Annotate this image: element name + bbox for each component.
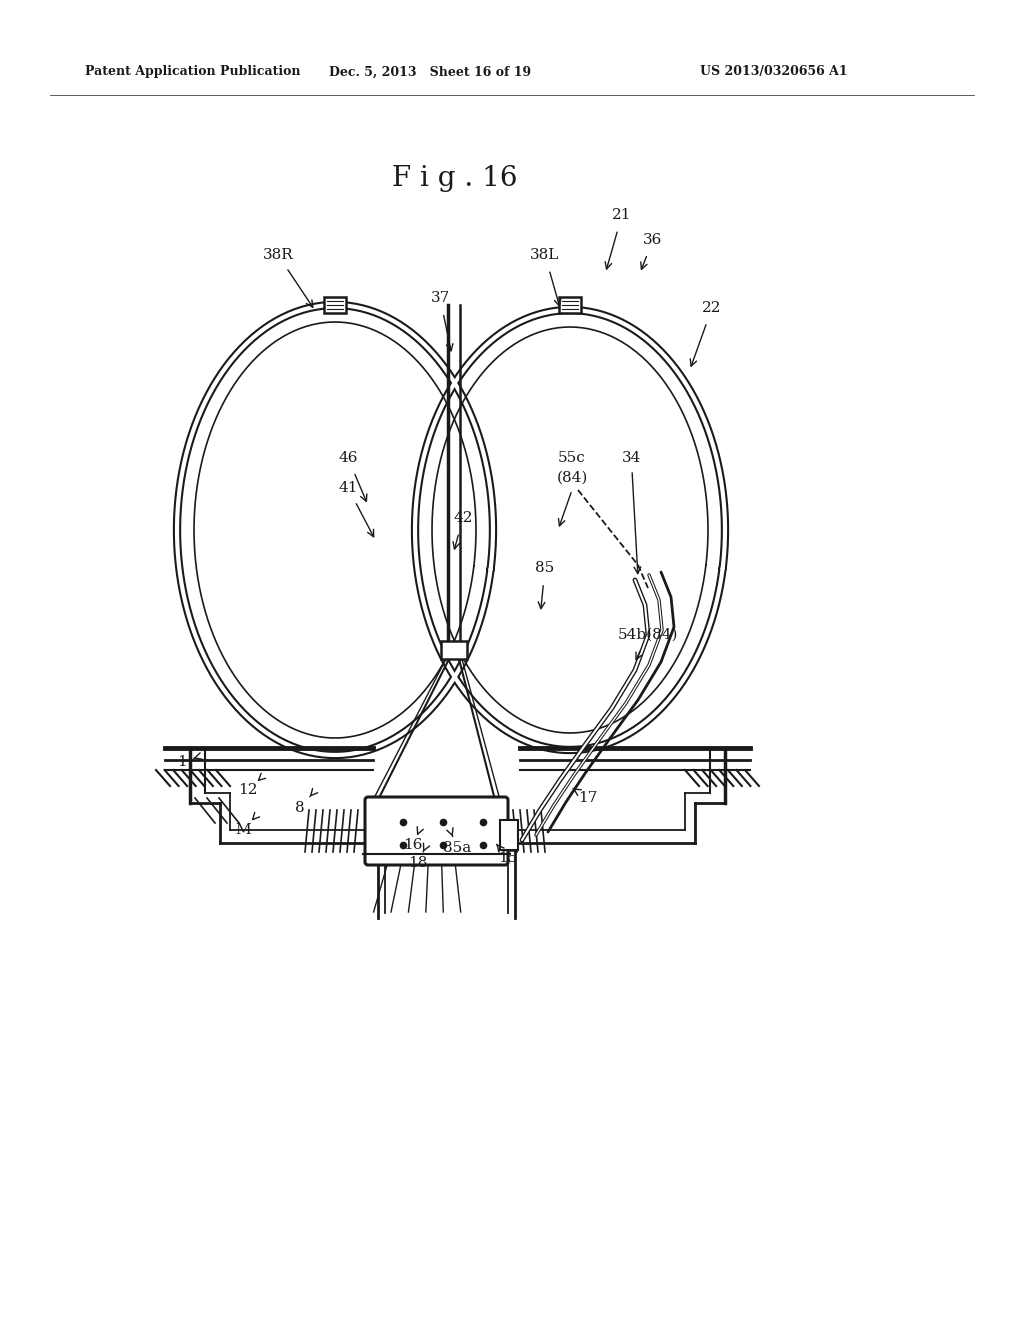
Bar [324, 297, 346, 313]
Text: 42: 42 [454, 511, 473, 525]
Bar [559, 297, 581, 313]
Text: 37: 37 [430, 290, 450, 305]
Bar [441, 642, 467, 659]
Text: 12: 12 [239, 783, 258, 797]
Text: Dec. 5, 2013   Sheet 16 of 19: Dec. 5, 2013 Sheet 16 of 19 [329, 66, 531, 78]
Text: 16: 16 [403, 838, 423, 851]
Text: 8: 8 [295, 801, 305, 814]
Text: 85a: 85a [442, 841, 471, 855]
Text: Patent Application Publication: Patent Application Publication [85, 66, 300, 78]
Text: M: M [236, 822, 251, 837]
Text: F i g . 16: F i g . 16 [392, 165, 518, 191]
Text: 21: 21 [612, 209, 632, 222]
Text: US 2013/0320656 A1: US 2013/0320656 A1 [700, 66, 848, 78]
Text: 22: 22 [702, 301, 722, 315]
Text: 38L: 38L [530, 248, 560, 261]
Text: 54b(84): 54b(84) [617, 628, 678, 642]
Text: 38R: 38R [262, 248, 293, 261]
Text: 15: 15 [499, 851, 518, 865]
Text: 41: 41 [338, 480, 357, 495]
Text: 85: 85 [536, 561, 555, 576]
FancyBboxPatch shape [365, 797, 508, 865]
Text: 17: 17 [579, 791, 598, 805]
Text: 55c: 55c [558, 451, 586, 465]
Text: 36: 36 [643, 234, 663, 247]
Text: (84): (84) [556, 471, 588, 484]
Text: 46: 46 [338, 451, 357, 465]
Text: 18: 18 [409, 855, 428, 870]
Text: 34: 34 [623, 451, 642, 465]
Text: 1: 1 [177, 755, 186, 770]
Bar [500, 820, 518, 850]
